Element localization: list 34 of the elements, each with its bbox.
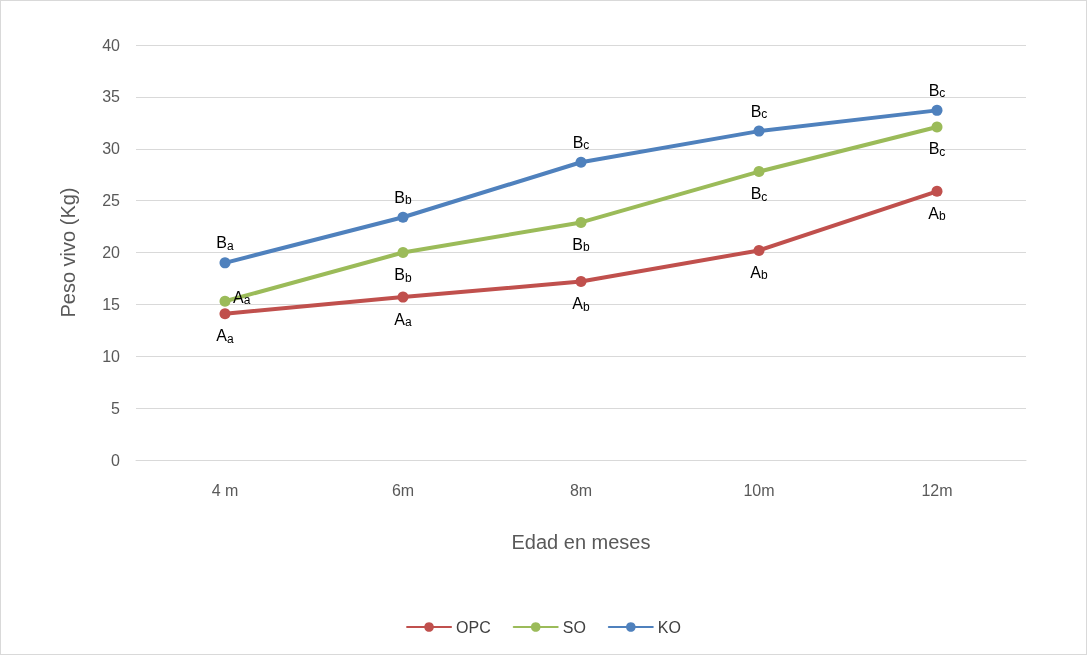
point xyxy=(575,156,587,168)
y-axis-title: Peso vivo (Kg) xyxy=(57,187,79,318)
point xyxy=(753,244,765,256)
point xyxy=(753,166,765,178)
y-tick-label: 15 xyxy=(102,295,121,313)
point xyxy=(931,121,943,133)
point xyxy=(931,104,943,116)
y-tick-label: 5 xyxy=(111,399,121,417)
point xyxy=(931,185,943,197)
y-tick-label: 35 xyxy=(102,88,121,106)
y-tick-label: 25 xyxy=(102,192,121,210)
y-tick-label: 0 xyxy=(111,451,121,469)
y-tick-label: 40 xyxy=(102,36,121,54)
x-tick-label: 10m xyxy=(743,481,775,499)
x-tick-label: 6m xyxy=(391,481,415,499)
point xyxy=(575,216,587,228)
y-tick-label: 10 xyxy=(102,347,121,365)
point xyxy=(219,308,231,320)
legend-label: KO xyxy=(657,618,681,636)
point xyxy=(219,295,231,307)
y-tick-label: 30 xyxy=(102,140,121,158)
legend-label: SO xyxy=(562,618,586,636)
x-tick-label: 12m xyxy=(921,481,953,499)
x-tick-label: 4 m xyxy=(211,481,239,499)
y-tick-label: 20 xyxy=(102,244,121,261)
point xyxy=(397,247,409,258)
legend-label: OPC xyxy=(456,618,491,636)
point xyxy=(753,125,765,137)
x-tick-label: 8m xyxy=(569,481,593,499)
point xyxy=(575,276,587,288)
point xyxy=(397,291,409,303)
point xyxy=(219,257,231,269)
point xyxy=(397,211,409,223)
x-axis-title: Edad en meses xyxy=(511,531,651,553)
